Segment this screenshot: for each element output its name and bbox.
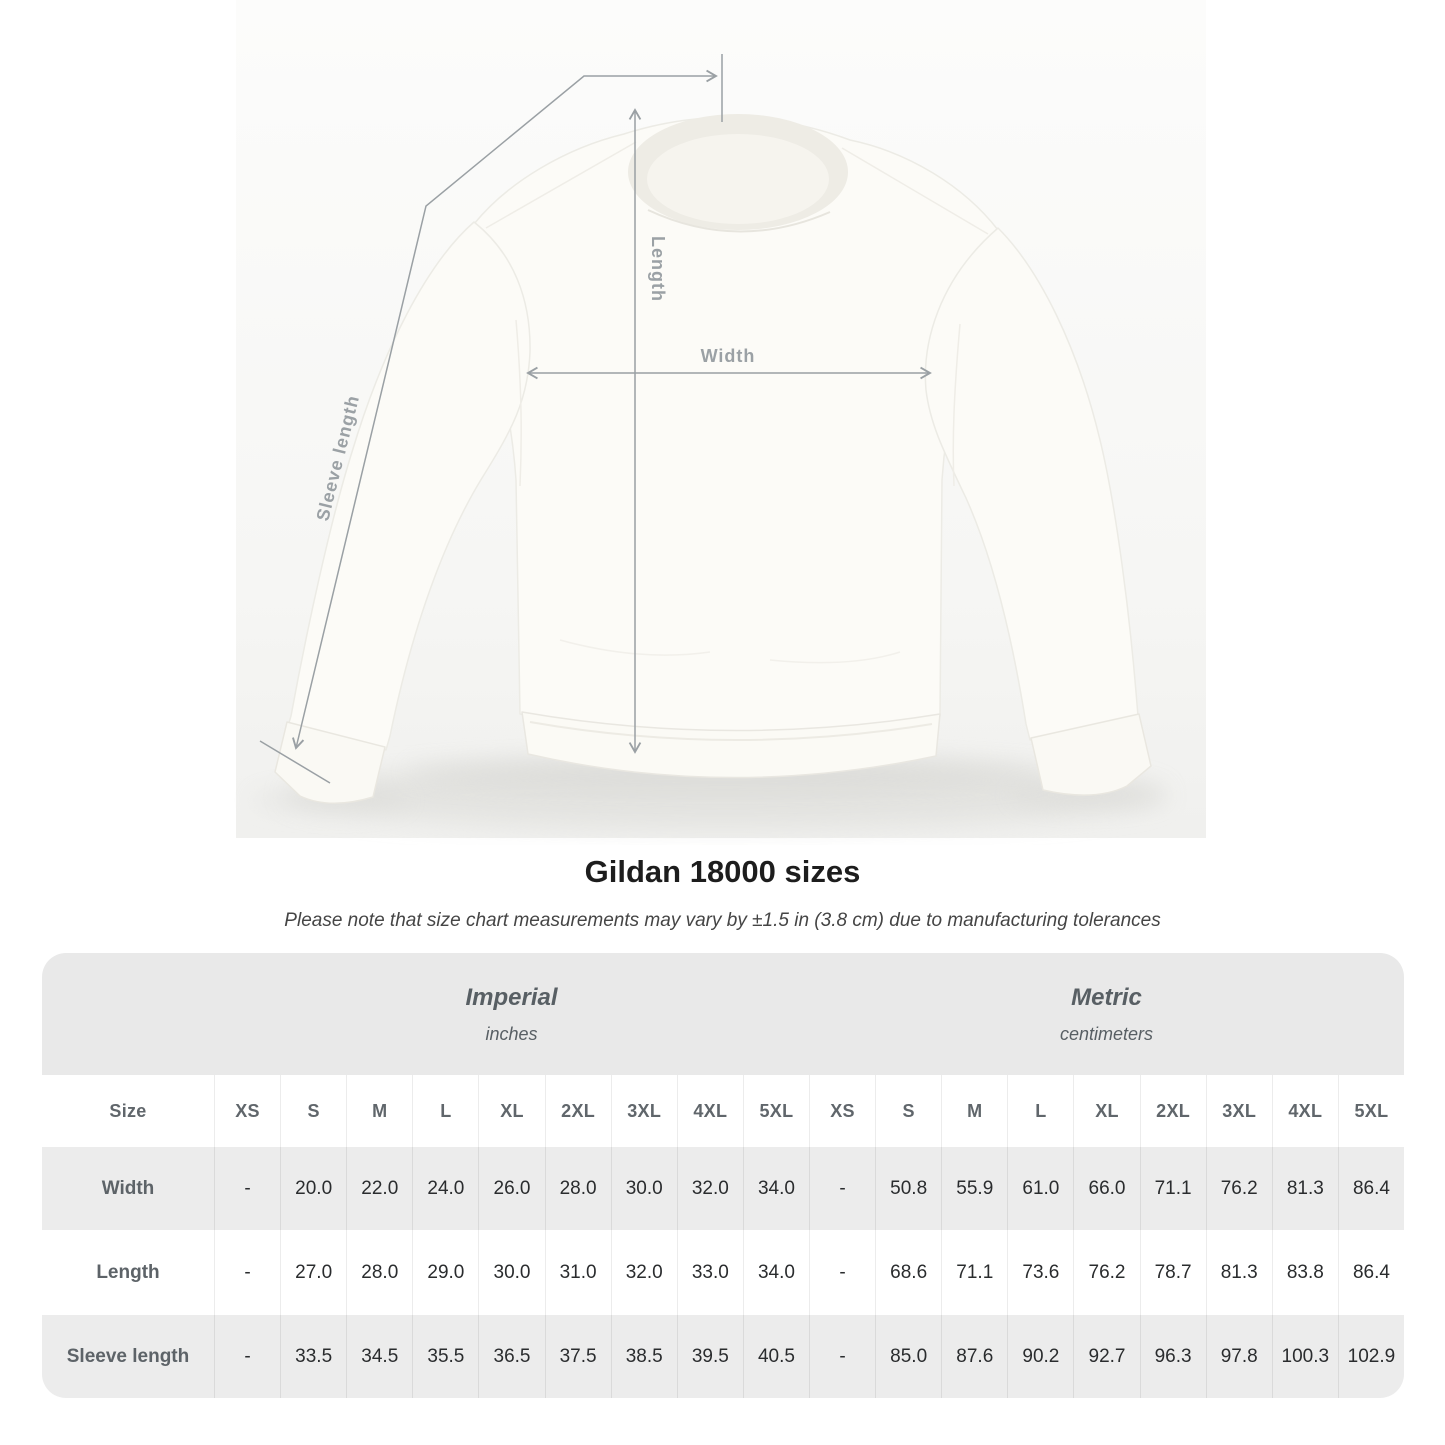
length-metric-s: 68.6 [875, 1230, 942, 1315]
metric-group-title: Metric [1071, 983, 1142, 1011]
length-imperial-5xl: 34.0 [742, 1230, 809, 1315]
measurement-overlay [259, 54, 932, 784]
sleeve-metric-5xl: 102.9 [1337, 1315, 1404, 1398]
length-imperial-xl: 30.0 [478, 1230, 545, 1315]
sleeve-metric-m: 87.6 [941, 1315, 1008, 1398]
sleeve-imperial-xs: - [214, 1315, 281, 1398]
length-metric-4xl: 83.8 [1271, 1230, 1338, 1315]
col-header-metric-m: M [941, 1075, 1008, 1147]
width-imperial-5xl: 34.0 [742, 1147, 809, 1230]
sweatshirt-measurement-diagram: Length Width Sleeve length [236, 0, 1206, 838]
width-imperial-4xl: 32.0 [676, 1147, 743, 1230]
sleeve-metric-2xl: 96.3 [1139, 1315, 1206, 1398]
width-metric-s: 50.8 [875, 1147, 942, 1230]
col-header-metric-5xl: 5XL [1337, 1075, 1404, 1147]
col-header-imperial-2xl: 2XL [544, 1075, 611, 1147]
sleeve-metric-l: 90.2 [1007, 1315, 1074, 1398]
page-subtitle: Please note that size chart measurements… [284, 910, 1161, 931]
width-imperial-l: 24.0 [412, 1147, 479, 1230]
width-metric-xs: - [809, 1147, 876, 1230]
sleeve-imperial-3xl: 38.5 [610, 1315, 677, 1398]
col-header-metric-4xl: 4XL [1271, 1075, 1338, 1147]
sleeve-imperial-l: 35.5 [412, 1315, 479, 1398]
length-imperial-s: 27.0 [280, 1230, 347, 1315]
length-metric-m: 71.1 [941, 1230, 1008, 1315]
sleeve-measure-line [292, 69, 718, 750]
col-header-imperial-l: L [412, 1075, 479, 1147]
width-metric-l: 61.0 [1007, 1147, 1074, 1230]
length-imperial-xs: - [214, 1230, 281, 1315]
size-table: Imperial inches Metric centimeters Size … [42, 953, 1404, 1398]
width-imperial-xs: - [214, 1147, 281, 1230]
col-header-metric-3xl: 3XL [1205, 1075, 1272, 1147]
col-header-imperial-5xl: 5XL [742, 1075, 809, 1147]
length-imperial-3xl: 32.0 [610, 1230, 677, 1315]
col-header-imperial-3xl: 3XL [610, 1075, 677, 1147]
col-header-imperial-4xl: 4XL [676, 1075, 743, 1147]
metric-group-unit: centimeters [1059, 1023, 1154, 1044]
imperial-group-header: Imperial inches [214, 953, 809, 1075]
length-metric-2xl: 78.7 [1139, 1230, 1206, 1315]
col-header-metric-l: L [1007, 1075, 1074, 1147]
col-header-imperial-m: M [346, 1075, 413, 1147]
sleeve-imperial-m: 34.5 [346, 1315, 413, 1398]
row-label-length: Length [42, 1230, 214, 1315]
page-title: Gildan 18000 sizes [584, 854, 861, 889]
col-header-metric-xl: XL [1073, 1075, 1140, 1147]
row-label-width: Width [42, 1147, 214, 1230]
width-imperial-m: 22.0 [346, 1147, 413, 1230]
col-header-imperial-xs: XS [214, 1075, 281, 1147]
width-label: Width [701, 346, 756, 366]
width-imperial-3xl: 30.0 [610, 1147, 677, 1230]
col-header-imperial-xl: XL [478, 1075, 545, 1147]
length-imperial-4xl: 33.0 [676, 1230, 743, 1315]
sleeve-imperial-4xl: 39.5 [676, 1315, 743, 1398]
width-metric-xl: 66.0 [1073, 1147, 1140, 1230]
sweatshirt-right-cuff [1030, 713, 1152, 796]
col-header-metric-s: S [875, 1075, 942, 1147]
width-metric-3xl: 76.2 [1205, 1147, 1272, 1230]
sleeve-imperial-s: 33.5 [280, 1315, 347, 1398]
row-label-sleeve-length: Sleeve length [42, 1315, 214, 1398]
imperial-group-unit: inches [485, 1023, 538, 1044]
col-header-imperial-s: S [280, 1075, 347, 1147]
length-imperial-m: 28.0 [346, 1230, 413, 1315]
sleeve-imperial-xl: 36.5 [478, 1315, 545, 1398]
imperial-group-title: Imperial [465, 983, 558, 1011]
cuff-tick [259, 740, 331, 784]
width-metric-5xl: 86.4 [1337, 1147, 1404, 1230]
sleeve-metric-3xl: 97.8 [1205, 1315, 1272, 1398]
length-metric-5xl: 86.4 [1337, 1230, 1404, 1315]
sweatshirt-right-sleeve [924, 227, 1139, 741]
length-metric-xl: 76.2 [1073, 1230, 1140, 1315]
sleeve-metric-s: 85.0 [875, 1315, 942, 1398]
sleeve-imperial-5xl: 40.5 [742, 1315, 809, 1398]
sleeve-imperial-2xl: 37.5 [544, 1315, 611, 1398]
width-imperial-2xl: 28.0 [544, 1147, 611, 1230]
col-header-metric-2xl: 2XL [1139, 1075, 1206, 1147]
sleeve-metric-xl: 92.7 [1073, 1315, 1140, 1398]
col-header-metric-xs: XS [809, 1075, 876, 1147]
length-imperial-l: 29.0 [412, 1230, 479, 1315]
width-metric-4xl: 81.3 [1271, 1147, 1338, 1230]
length-label: Length [648, 236, 668, 302]
col-header-size: Size [42, 1075, 214, 1147]
width-metric-m: 55.9 [941, 1147, 1008, 1230]
metric-group-header: Metric centimeters [809, 953, 1404, 1075]
length-imperial-2xl: 31.0 [544, 1230, 611, 1315]
table-corner-spacer [42, 953, 214, 1075]
width-metric-2xl: 71.1 [1139, 1147, 1206, 1230]
length-metric-xs: - [809, 1230, 876, 1315]
width-imperial-s: 20.0 [280, 1147, 347, 1230]
sleeve-metric-xs: - [809, 1315, 876, 1398]
length-metric-3xl: 81.3 [1205, 1230, 1272, 1315]
length-metric-l: 73.6 [1007, 1230, 1074, 1315]
width-imperial-xl: 26.0 [478, 1147, 545, 1230]
sleeve-metric-4xl: 100.3 [1271, 1315, 1338, 1398]
